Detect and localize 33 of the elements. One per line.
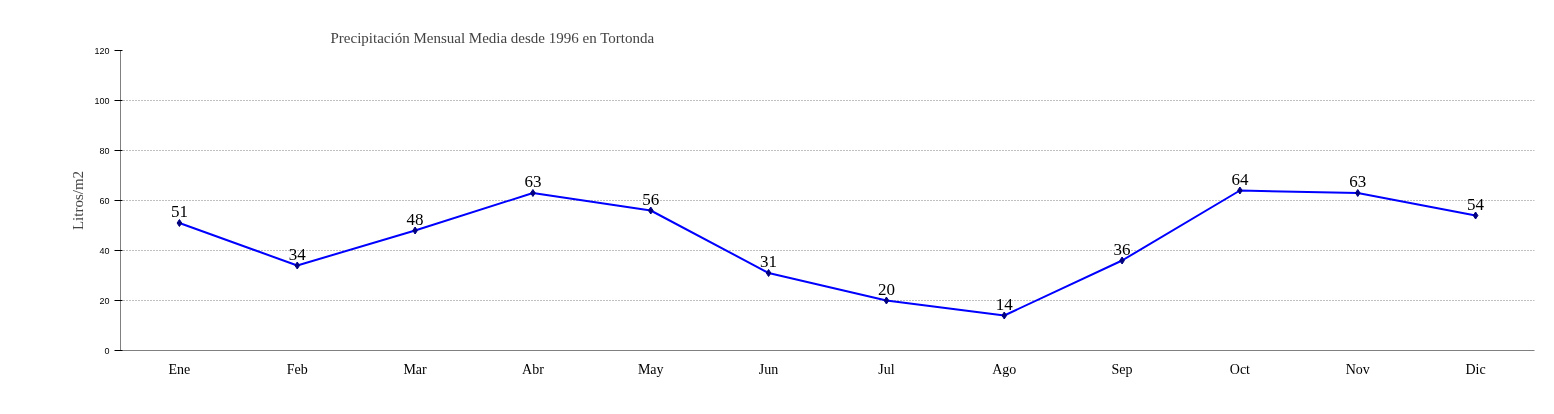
y-tick-label: 80 bbox=[99, 145, 110, 156]
y-tick-label: 120 bbox=[94, 45, 110, 56]
x-tick-label: Dic bbox=[1465, 361, 1486, 377]
x-tick-label: Sep bbox=[1111, 361, 1133, 377]
data-label: 31 bbox=[760, 252, 778, 271]
y-tick-label: 60 bbox=[99, 195, 110, 206]
x-tick-label: Abr bbox=[522, 361, 545, 377]
data-label: 64 bbox=[1231, 169, 1249, 189]
chart-title: Precipitación Mensual Media desde 1996 en Tortonda bbox=[330, 29, 655, 46]
y-tick-label: 100 bbox=[94, 95, 110, 106]
x-tick-label: Ene bbox=[168, 361, 191, 377]
data-label: 34 bbox=[288, 244, 307, 264]
y-axis-title: Litros/m2 bbox=[70, 170, 87, 231]
y-tick-label: 20 bbox=[99, 295, 110, 306]
x-tick-label: Jun bbox=[758, 361, 779, 377]
x-tick-label: Feb bbox=[286, 361, 308, 377]
x-tick-label: May bbox=[637, 361, 664, 377]
y-tick-label: 40 bbox=[99, 245, 110, 256]
x-tick-label: Mar bbox=[403, 361, 428, 377]
x-tick-label: Nov bbox=[1345, 361, 1370, 377]
data-label: 14 bbox=[995, 294, 1014, 314]
data-label: 48 bbox=[406, 209, 424, 229]
x-tick-label: Ago bbox=[992, 361, 1017, 377]
x-tick-label: Jul bbox=[878, 361, 895, 377]
x-tick-label: Oct bbox=[1229, 361, 1251, 377]
data-label: 56 bbox=[642, 189, 660, 209]
data-label: 20 bbox=[877, 279, 895, 299]
data-label: 51 bbox=[170, 202, 188, 221]
data-label: 36 bbox=[1113, 239, 1131, 259]
data-label: 63 bbox=[524, 172, 542, 191]
data-label: 54 bbox=[1467, 194, 1485, 214]
data-label: 63 bbox=[1349, 172, 1367, 191]
y-tick-label: 0 bbox=[104, 345, 110, 356]
